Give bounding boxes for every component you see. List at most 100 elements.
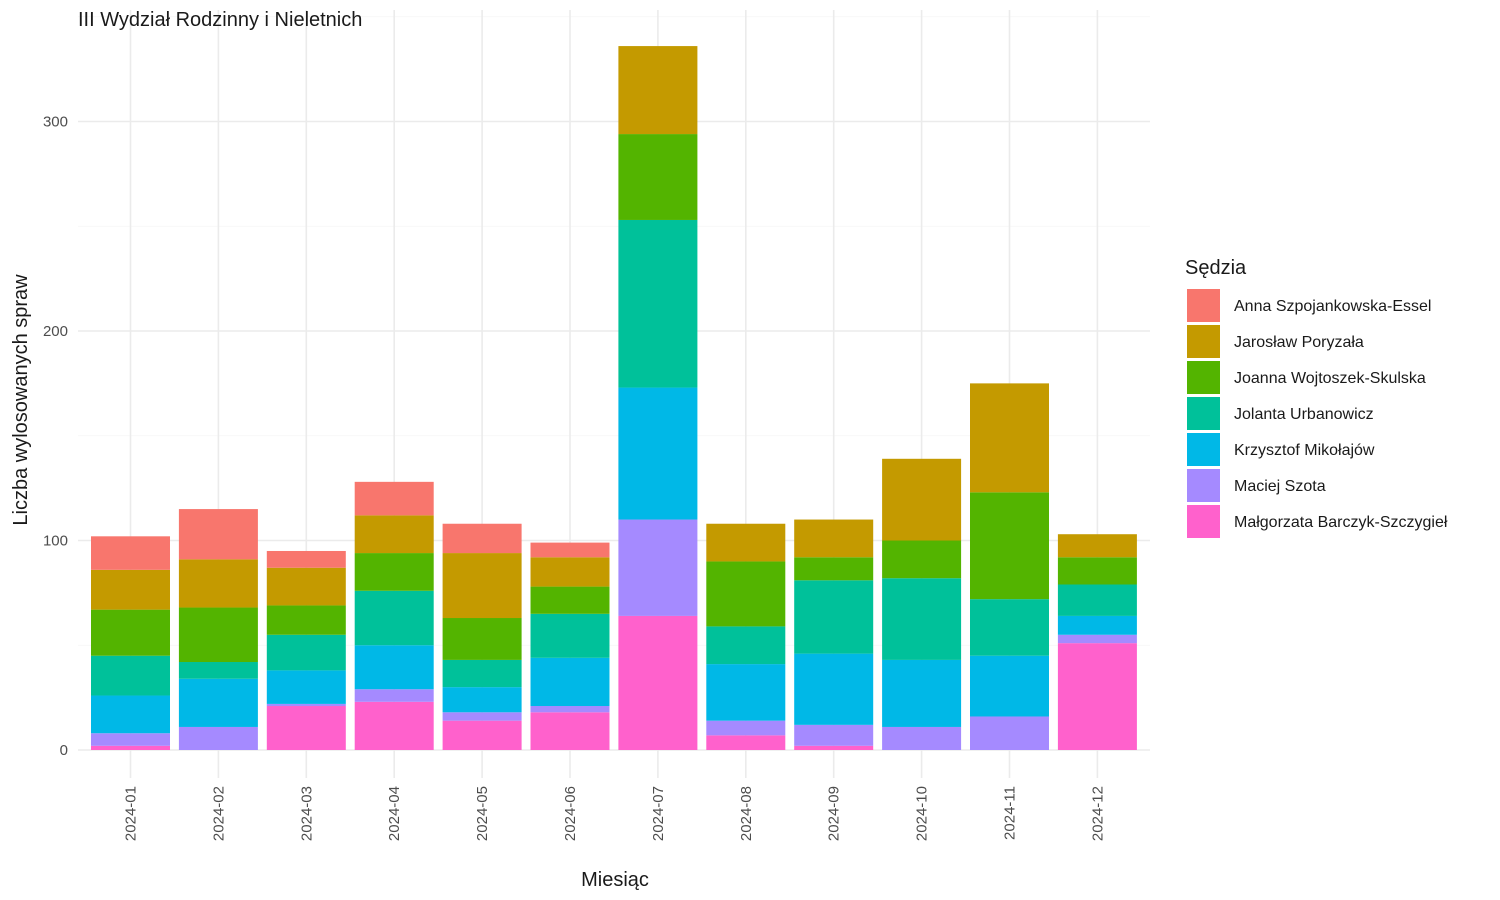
bar-segment-2024-12-2 <box>1057 615 1137 635</box>
x-tick-label: 2024-12 <box>1089 786 1106 841</box>
legend-label: Joanna Wojtoszek-Skulska <box>1234 370 1426 387</box>
y-axis-title: Liczba wylosowanych spraw <box>10 274 32 526</box>
bar-segment-2024-08-5 <box>706 523 786 562</box>
x-tick-label: 2024-01 <box>123 786 140 841</box>
bar-segment-2024-06-5 <box>530 557 610 587</box>
bar-segment-2024-07-1 <box>618 519 698 616</box>
legend-swatch <box>1187 397 1220 430</box>
x-tick-label: 2024-11 <box>1002 786 1019 840</box>
legend-swatch <box>1187 325 1220 358</box>
y-axis-ticks: 0 100 200 300 <box>43 114 68 760</box>
bar-segment-2024-04-6 <box>354 481 434 516</box>
x-tick-label: 2024-05 <box>474 786 491 841</box>
bar-segment-2024-09-0 <box>794 745 874 750</box>
bar-segment-2024-03-4 <box>266 605 346 635</box>
bar-segment-2024-06-0 <box>530 712 610 750</box>
bar-segment-2024-10-1 <box>882 726 962 750</box>
legend-swatch <box>1187 289 1220 322</box>
bar-segment-2024-12-0 <box>1057 643 1137 750</box>
bar-segment-2024-12-5 <box>1057 534 1137 558</box>
bar-segment-2024-12-4 <box>1057 557 1137 585</box>
bar-segment-2024-08-2 <box>706 664 786 721</box>
bar-segment-2024-04-5 <box>354 515 434 554</box>
x-axis-ticks: 2024-01 2024-02 2024-03 2024-04 2024-05 2024-… <box>123 786 1107 841</box>
bar-segment-2024-03-3 <box>266 634 346 671</box>
bar-segment-2024-02-1 <box>178 726 258 750</box>
bar-segment-2024-02-6 <box>178 509 258 560</box>
bar-segment-2024-03-2 <box>266 670 346 704</box>
bar-segment-2024-09-1 <box>794 724 874 746</box>
legend-swatch <box>1187 361 1220 394</box>
bar-segment-2024-12-3 <box>1057 584 1137 616</box>
bars <box>91 46 1137 750</box>
bar-segment-2024-10-5 <box>882 458 962 541</box>
y-tick-label: 100 <box>43 533 68 550</box>
bar-segment-2024-07-2 <box>618 387 698 520</box>
bar-segment-2024-04-3 <box>354 590 434 646</box>
bar-segment-2024-11-3 <box>970 599 1049 656</box>
bar-segment-2024-05-3 <box>442 659 522 688</box>
x-tick-label: 2024-09 <box>826 786 843 841</box>
bar-segment-2024-05-1 <box>442 712 522 721</box>
bar-segment-2024-02-3 <box>178 662 258 679</box>
legend-label: Maciej Szota <box>1234 478 1326 495</box>
bar-segment-2024-05-6 <box>442 523 522 554</box>
bar-segment-2024-10-2 <box>882 659 962 727</box>
bar-segment-2024-06-4 <box>530 586 610 614</box>
x-axis-title: Miesiąc <box>581 869 649 891</box>
bar-segment-2024-06-6 <box>530 542 610 558</box>
bar-segment-2024-04-2 <box>354 645 434 690</box>
bar-segment-2024-01-1 <box>91 733 170 746</box>
x-tick-label: 2024-10 <box>914 786 931 841</box>
chart-title: III Wydział Rodzinny i Nieletnich <box>78 9 362 31</box>
bar-segment-2024-11-1 <box>970 716 1049 750</box>
legend-label: Małgorzata Barczyk-Szczygieł <box>1234 514 1448 531</box>
bar-segment-2024-07-5 <box>618 46 698 135</box>
bar-segment-2024-07-4 <box>618 134 698 220</box>
legend-label: Krzysztof Mikołajów <box>1234 442 1375 459</box>
bar-segment-2024-04-4 <box>354 553 434 591</box>
bar-segment-2024-11-4 <box>970 492 1049 600</box>
bar-segment-2024-01-2 <box>91 695 170 734</box>
legend-title: Sędzia <box>1185 257 1247 279</box>
bar-segment-2024-09-4 <box>794 557 874 581</box>
bar-segment-2024-05-2 <box>442 687 522 713</box>
bar-segment-2024-04-1 <box>354 689 434 702</box>
bar-segment-2024-03-5 <box>266 567 346 606</box>
bar-segment-2024-11-5 <box>970 383 1049 493</box>
bar-segment-2024-01-3 <box>91 655 170 696</box>
bar-segment-2024-07-0 <box>618 615 698 750</box>
x-tick-label: 2024-02 <box>210 786 227 841</box>
bar-segment-2024-03-0 <box>266 706 346 750</box>
legend-swatch <box>1187 469 1220 502</box>
bar-segment-2024-08-3 <box>706 626 786 665</box>
bar-segment-2024-06-1 <box>530 706 610 713</box>
y-tick-label: 300 <box>43 114 68 131</box>
legend-swatch <box>1187 505 1220 538</box>
bar-segment-2024-05-5 <box>442 553 522 619</box>
bar-segment-2024-10-4 <box>882 540 962 579</box>
bar-segment-2024-05-4 <box>442 618 522 660</box>
bar-segment-2024-03-1 <box>266 703 346 707</box>
legend: Sędzia Anna Szpojankowska-Essel Jarosław … <box>1185 257 1448 538</box>
legend-label: Jolanta Urbanowicz <box>1234 406 1374 423</box>
bar-segment-2024-09-3 <box>794 580 874 654</box>
bar-segment-2024-05-0 <box>442 720 522 750</box>
bar-segment-2024-02-4 <box>178 607 258 663</box>
y-tick-label: 0 <box>60 742 68 759</box>
bar-segment-2024-07-3 <box>618 219 698 388</box>
bar-segment-2024-03-6 <box>266 550 346 568</box>
bar-segment-2024-08-0 <box>706 735 786 750</box>
bar-segment-2024-02-5 <box>178 559 258 608</box>
legend-label: Anna Szpojankowska-Essel <box>1234 298 1431 315</box>
bar-segment-2024-01-4 <box>91 609 170 656</box>
bar-segment-2024-04-0 <box>354 701 434 750</box>
x-tick-label: 2024-03 <box>298 786 315 841</box>
bar-segment-2024-08-1 <box>706 720 786 736</box>
bar-segment-2024-10-3 <box>882 578 962 660</box>
bar-segment-2024-09-5 <box>794 519 874 558</box>
bar-segment-2024-06-3 <box>530 613 610 658</box>
bar-segment-2024-06-2 <box>530 657 610 707</box>
x-tick-label: 2024-06 <box>562 786 579 841</box>
